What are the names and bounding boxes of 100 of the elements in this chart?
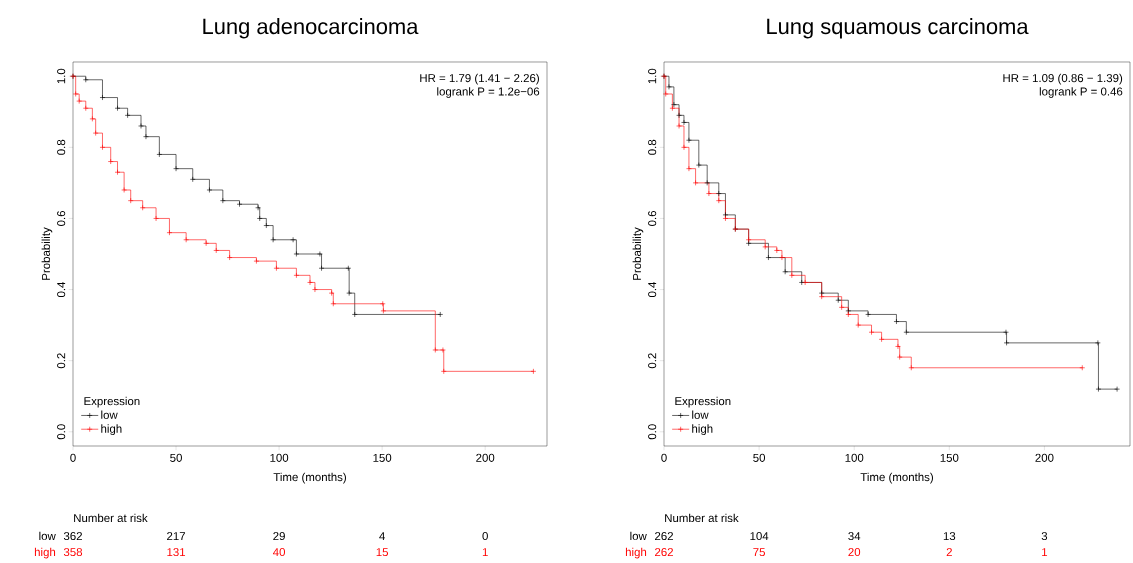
point (256, 215, 263, 222)
annotation: HR = 1.79 (1.41 − 2.26) (420, 73, 539, 85)
point (328, 290, 335, 296)
point (318, 265, 325, 272)
point (99, 94, 106, 101)
point (273, 265, 280, 272)
point (380, 308, 387, 314)
point (762, 244, 768, 250)
y-tick-label: 1.0 (57, 68, 66, 84)
point (166, 229, 173, 236)
chart-title: Lung adenocarcinoma (203, 18, 419, 39)
point (669, 105, 676, 112)
point (878, 336, 885, 343)
point (114, 105, 121, 112)
y-tick-label: 0.0 (57, 424, 66, 440)
x-axis-title: Time (months) (273, 472, 346, 484)
point (440, 347, 446, 353)
text: 217 (167, 532, 186, 540)
legend-label: low (692, 410, 709, 419)
point (270, 236, 276, 243)
y-tick-label: 0.8 (648, 139, 657, 155)
point (82, 105, 89, 112)
x-tick-label: 200 (476, 453, 495, 462)
annotation: logrank P = 0.46 (1039, 87, 1123, 98)
point (671, 101, 677, 108)
y-tick-label: 0.4 (648, 281, 657, 298)
text: 3 (1041, 532, 1048, 541)
point (76, 98, 82, 104)
y-tick-label: 0.2 (57, 353, 66, 369)
text: low (630, 531, 647, 541)
point (782, 268, 788, 275)
point (92, 130, 99, 136)
point (432, 347, 439, 353)
legend-title: Expression (84, 396, 140, 408)
text: 358 (63, 548, 83, 557)
x-tick-label: 150 (373, 453, 392, 462)
text: Number at risk (665, 513, 739, 523)
point (715, 190, 722, 197)
text: high (34, 547, 56, 559)
y-tick-label: 1.0 (648, 68, 657, 84)
point (99, 144, 106, 151)
point (686, 165, 692, 172)
point (662, 91, 669, 97)
annotation: HR = 1.09 (0.86 − 1.39) (1003, 73, 1123, 85)
text: 131 (167, 548, 186, 557)
point (798, 279, 805, 286)
point (692, 180, 699, 186)
point (666, 84, 672, 90)
point (253, 258, 260, 264)
point (114, 169, 121, 176)
point (896, 354, 903, 360)
point (255, 204, 261, 211)
point (107, 158, 114, 165)
point (213, 247, 220, 254)
y-tick-label: 0.6 (648, 210, 657, 226)
point (908, 364, 915, 371)
point (765, 254, 772, 261)
point (220, 197, 226, 204)
point (893, 318, 900, 325)
x-tick-label: 100 (845, 453, 864, 462)
point (681, 144, 687, 151)
point (676, 123, 682, 129)
annotation: logrank P = 1.2e−06 (437, 87, 540, 98)
point (845, 311, 852, 318)
point (203, 240, 209, 247)
point (236, 201, 243, 208)
point (379, 300, 386, 307)
text: 362 (63, 532, 82, 541)
point (818, 293, 825, 300)
legend-label: high (101, 424, 122, 436)
point (293, 272, 300, 279)
legend-title: Expression (675, 396, 731, 408)
text: 1 (482, 548, 488, 556)
point (330, 300, 337, 307)
point (676, 112, 682, 119)
point (1003, 329, 1009, 336)
point (173, 165, 179, 172)
point (206, 187, 213, 193)
point (345, 265, 352, 272)
y-tick-label: 0.0 (648, 424, 657, 440)
text: 262 (655, 548, 673, 557)
point (127, 197, 134, 204)
text: 29 (273, 532, 285, 541)
point (818, 290, 825, 296)
point (838, 304, 845, 311)
text: 34 (848, 532, 861, 541)
point (686, 137, 692, 144)
point (317, 251, 323, 257)
point (774, 247, 780, 254)
point (1095, 386, 1102, 392)
text: 20 (848, 548, 861, 557)
x-axis-title: Time (months) (860, 472, 933, 484)
text: 2 (946, 548, 952, 556)
point (706, 190, 712, 197)
point (855, 322, 862, 328)
text: 104 (750, 532, 769, 541)
y-axis-title: Probability (41, 227, 53, 280)
point (307, 279, 313, 286)
point (745, 240, 752, 247)
text: high (625, 547, 647, 559)
